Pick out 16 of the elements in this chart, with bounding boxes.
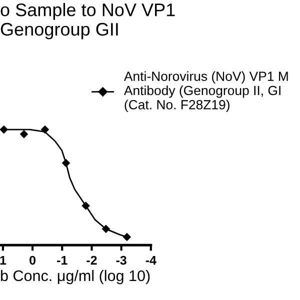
point: [20, 130, 28, 138]
x-tick-label: -3: [116, 256, 126, 265]
point: [40, 125, 50, 134]
chart-title: o Sample to NoV VP1 Genogroup GII: [0, 3, 175, 40]
legend-label: Anti-Norovirus (NoV) VP1 M Antibody (Genogroup II, GI (Cat. No. F28Z19): [124, 71, 288, 112]
x-tick-label: -2: [86, 256, 97, 265]
x-tick-label: 0: [30, 256, 36, 265]
x-tick-label: -1: [57, 256, 68, 265]
x-tick-label: 1: [0, 256, 6, 265]
point: [122, 232, 132, 242]
point: [102, 224, 110, 234]
point: [62, 158, 70, 168]
point: [82, 202, 90, 210]
point: [0, 125, 8, 134]
x-tick-label: -4: [146, 256, 156, 265]
x-axis-title: b Conc. μg/ml (log 10): [0, 270, 150, 284]
